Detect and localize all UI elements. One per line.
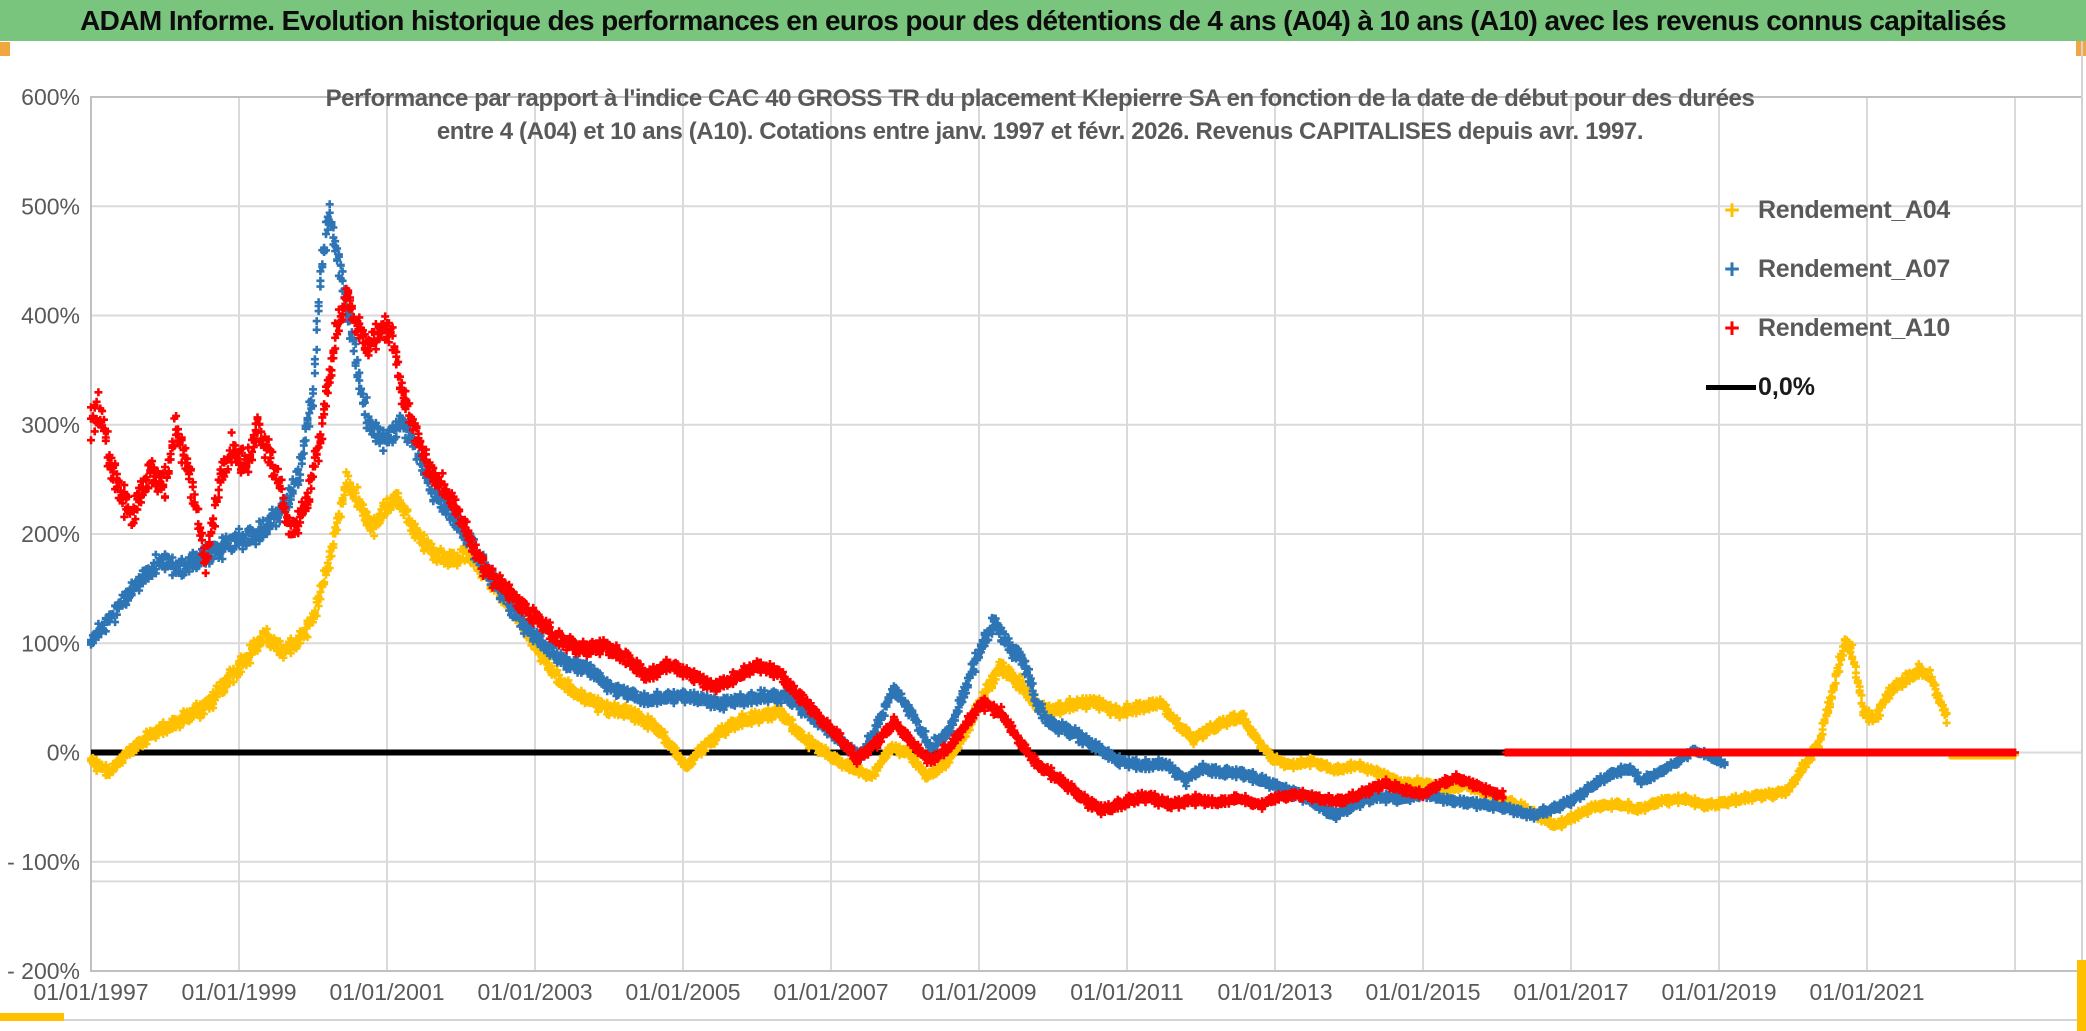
x-tick-label: 01/01/2021	[1809, 979, 1924, 1005]
gold-bar-bottom-right	[2077, 960, 2086, 1031]
x-tick-label: 01/01/2015	[1365, 979, 1480, 1005]
slide-header-bar: ADAM Informe. Evolution historique des p…	[0, 0, 2086, 41]
chart-title-line2: entre 4 (A04) et 10 ans (A10). Cotations…	[436, 118, 1644, 145]
x-tick-label: 01/01/2009	[921, 979, 1036, 1005]
y-tick-label: 500%	[21, 193, 80, 219]
legend-item-rendement_a04: + Rendement_A04	[1706, 181, 1950, 240]
legend-item-rendement_a07: + Rendement_A07	[1706, 240, 1950, 299]
x-tick-label: 01/01/2011	[1070, 979, 1183, 1005]
legend-label: Rendement_A04	[1758, 196, 1950, 224]
y-tick-label: 200%	[21, 521, 80, 547]
legend-marker-icon: +	[1724, 254, 1740, 284]
y-tick-label: - 200%	[7, 958, 80, 984]
x-tick-label: 01/01/2013	[1217, 979, 1332, 1005]
legend-item-rendement_a10: + Rendement_A10	[1706, 299, 1950, 358]
x-tick-label: 01/01/2019	[1661, 979, 1776, 1005]
series-rendement_a10	[87, 284, 1507, 819]
chart-title-line1: Performance par rapport à l'indice CAC 4…	[325, 85, 1755, 112]
series-rendement_a10-flat-markers	[1501, 748, 2019, 757]
y-tick-label: 0%	[47, 740, 80, 766]
x-tick-label: 01/01/2005	[625, 979, 740, 1005]
y-tick-label: 100%	[21, 630, 80, 656]
legend-marker-icon: +	[1724, 195, 1740, 225]
y-tick-label: 300%	[21, 412, 80, 438]
y-tick-label: 400%	[21, 303, 80, 329]
x-tick-label: 01/01/1999	[181, 979, 296, 1005]
gold-tab-left	[0, 42, 10, 56]
slide-bottom-rule	[0, 1019, 2086, 1021]
x-tick-label: 01/01/2003	[477, 979, 592, 1005]
x-tick-label: 01/01/2007	[773, 979, 888, 1005]
gold-bar-bottom-left	[0, 1013, 64, 1021]
x-tick-label: 01/01/2001	[329, 979, 444, 1005]
legend-label: Rendement_A10	[1758, 314, 1950, 342]
chart-legend: + Rendement_A04 + Rendement_A07 + Rendement_A…	[1706, 181, 1950, 417]
series-rendement_a07	[87, 200, 1729, 823]
chart-title: Performance par rapport à l'indice CAC 4…	[200, 82, 1880, 148]
legend-label: Rendement_A07	[1758, 255, 1950, 283]
legend-item-zero-line: 0,0%	[1706, 358, 1950, 417]
slide-right-rule	[2081, 41, 2083, 1031]
x-tick-label: 01/01/1997	[33, 979, 148, 1005]
slide-title: ADAM Informe. Evolution historique des p…	[80, 4, 2006, 36]
legend-marker-icon: +	[1724, 313, 1740, 343]
x-tick-label: 01/01/2017	[1513, 979, 1628, 1005]
legend-zero-label: 0,0%	[1758, 373, 1815, 401]
y-tick-label: 600%	[21, 84, 80, 110]
series-rendement_a04	[87, 468, 1951, 832]
y-tick-label: - 100%	[7, 849, 80, 875]
legend-zero-line-icon	[1706, 385, 1756, 390]
